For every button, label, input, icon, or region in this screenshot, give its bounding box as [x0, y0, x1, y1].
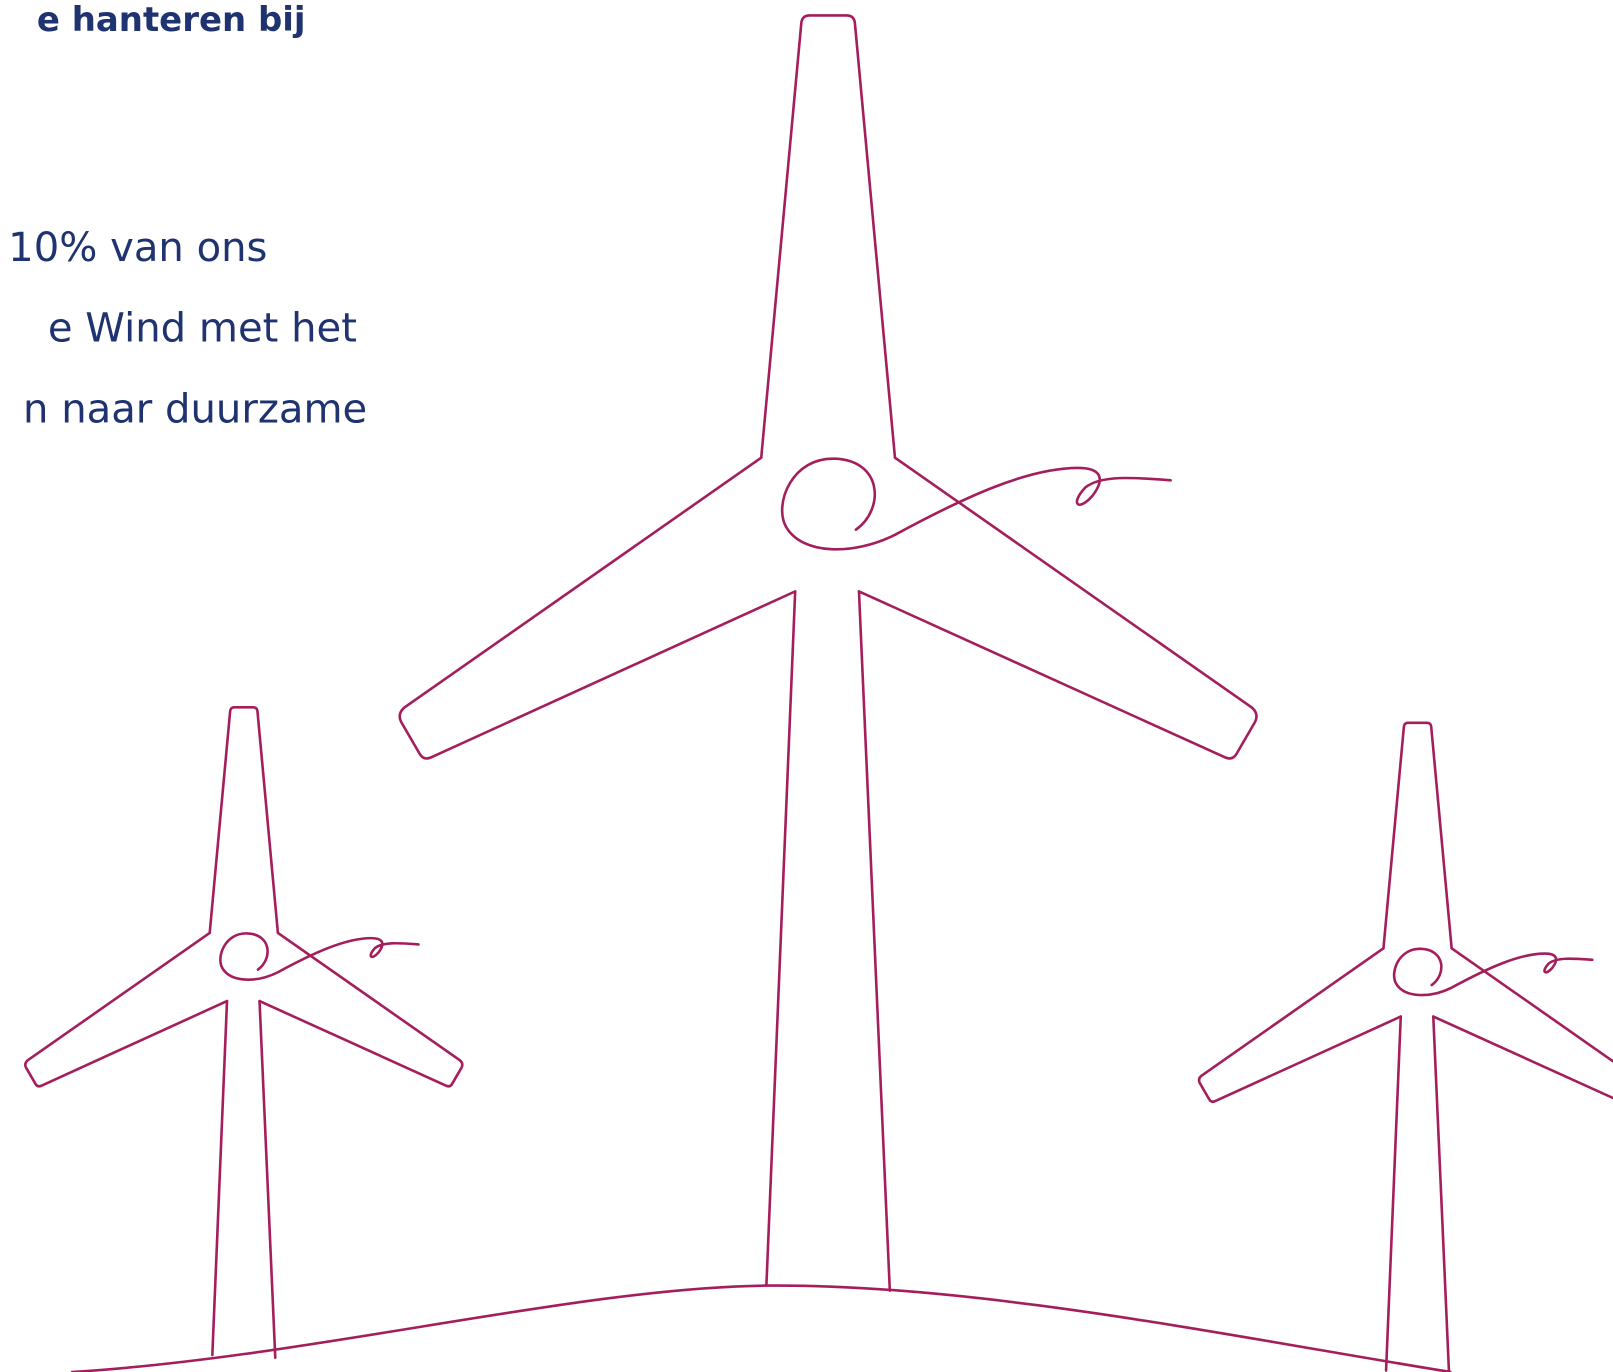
body-line: 10% van ons [8, 225, 267, 271]
heading: e hanteren bij [37, 0, 306, 40]
illustration: e hanteren bij 10% van ons e Wind met he… [0, 0, 1613, 1372]
small-turbine [25, 707, 462, 1357]
page: e hanteren bij 10% van ons e Wind met he… [0, 0, 1613, 1372]
small-turbine [1199, 723, 1613, 1372]
body-line: e Wind met het [48, 305, 357, 351]
hill [72, 1286, 1450, 1372]
body-line: n naar duurzame [23, 387, 367, 433]
large-turbine [400, 15, 1257, 1290]
